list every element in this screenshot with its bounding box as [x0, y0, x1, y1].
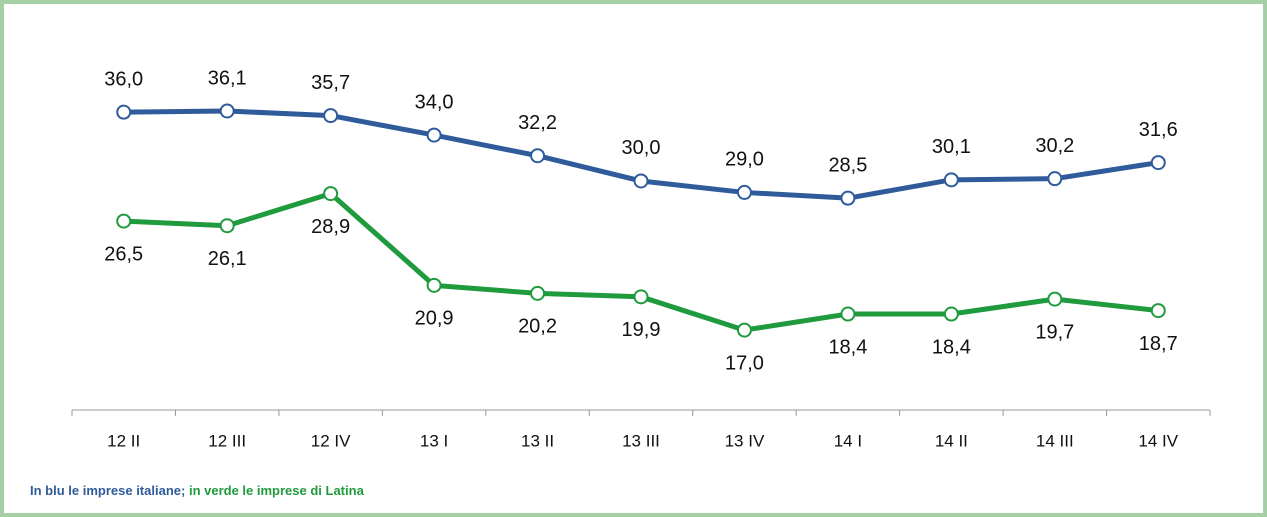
footnote: In blu le imprese italiane; in verde le … [30, 483, 365, 498]
x-tick-label: 12 II [107, 431, 140, 450]
marker [840, 306, 856, 322]
x-tick-label: 12 IV [311, 431, 351, 450]
marker [736, 322, 752, 338]
data-label: 32,2 [518, 112, 557, 134]
data-label: 19,9 [622, 319, 661, 341]
marker [530, 148, 546, 164]
footnote-part: In blu le imprese italiane; [30, 483, 185, 498]
data-label: 34,0 [415, 91, 454, 113]
data-label: 17,0 [725, 352, 764, 374]
data-label: 28,9 [311, 216, 350, 238]
data-label: 20,9 [415, 308, 454, 330]
x-tick-label: 14 II [935, 431, 968, 450]
marker [1047, 171, 1063, 187]
marker [219, 218, 235, 234]
marker [1150, 303, 1166, 319]
marker [323, 108, 339, 124]
data-label: 19,7 [1035, 321, 1074, 343]
data-label: 20,2 [518, 316, 557, 338]
data-label: 36,0 [104, 68, 143, 90]
data-label: 18,7 [1139, 333, 1178, 355]
data-label: 18,4 [828, 336, 867, 358]
x-tick-label: 13 II [521, 431, 554, 450]
x-tick-label: 13 IV [725, 431, 765, 450]
marker [323, 186, 339, 202]
x-tick-label: 14 IV [1138, 431, 1178, 450]
marker [530, 285, 546, 301]
marker [633, 289, 649, 305]
x-tick-label: 14 I [834, 431, 862, 450]
data-label: 18,4 [932, 336, 971, 358]
footnote-part: in verde le imprese di Latina [189, 483, 365, 498]
data-label: 30,1 [932, 136, 971, 158]
data-label: 35,7 [311, 72, 350, 94]
data-label: 26,5 [104, 243, 143, 265]
marker [840, 190, 856, 206]
marker [943, 172, 959, 188]
marker [943, 306, 959, 322]
marker [633, 173, 649, 189]
data-label: 31,6 [1139, 119, 1178, 141]
data-label: 28,5 [828, 154, 867, 176]
marker [1047, 291, 1063, 307]
data-label: 36,1 [208, 67, 247, 89]
marker [116, 213, 132, 229]
marker [426, 127, 442, 143]
data-label: 26,1 [208, 248, 247, 270]
data-label: 29,0 [725, 149, 764, 171]
x-tick-label: 13 III [622, 431, 660, 450]
data-label: 30,2 [1035, 135, 1074, 157]
marker [116, 104, 132, 120]
marker [736, 184, 752, 200]
x-tick-label: 13 I [420, 431, 448, 450]
x-tick-label: 12 III [208, 431, 246, 450]
marker [426, 277, 442, 293]
data-label: 30,0 [622, 137, 661, 159]
x-tick-label: 14 III [1036, 431, 1074, 450]
marker [1150, 155, 1166, 171]
marker [219, 103, 235, 119]
